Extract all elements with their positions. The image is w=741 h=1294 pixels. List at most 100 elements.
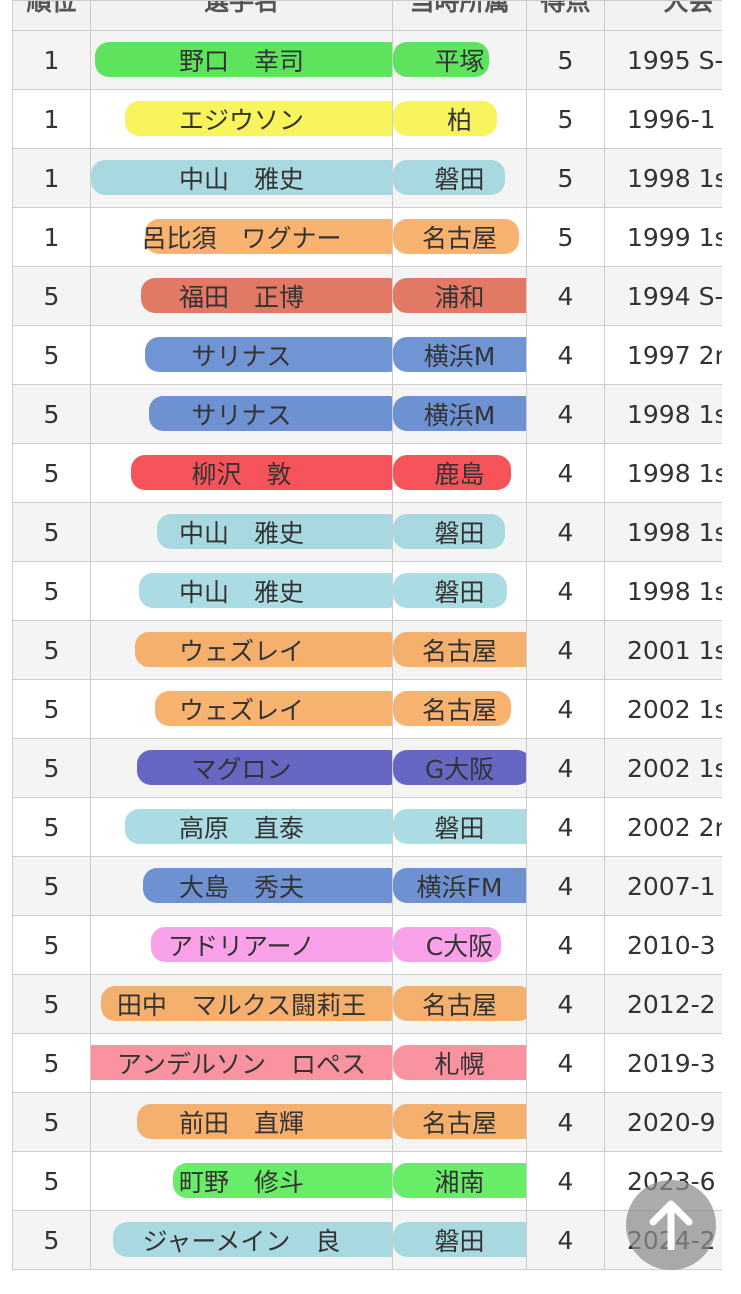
goals-cell: 4	[526, 1151, 605, 1211]
club-cell: 名古屋	[392, 620, 527, 680]
club-cell: 名古屋	[392, 974, 527, 1034]
highlight-stroke	[393, 691, 511, 726]
highlight-stroke	[393, 455, 511, 490]
player-name: サリナス	[191, 342, 292, 371]
tournament-cell: 2007-1	[604, 856, 722, 916]
club-cell: G大阪	[392, 738, 527, 798]
rank-cell: 5	[12, 797, 91, 857]
rank-cell: 5	[12, 325, 91, 385]
tournament-cell: 1998 1st	[604, 561, 722, 621]
club-name: 名古屋	[421, 1109, 497, 1138]
highlight-stroke	[113, 1222, 392, 1257]
club-name: C大阪	[425, 932, 494, 961]
header-player[interactable]: 選手名	[90, 0, 393, 31]
table-row: 5 大島 秀夫 横浜FM 4 2007-1	[12, 856, 722, 916]
header-tournament[interactable]: 大会	[604, 0, 722, 31]
club-cell: 磐田	[392, 1210, 527, 1270]
rank-cell: 1	[12, 89, 91, 149]
tournament-cell: 1996-1	[604, 89, 722, 149]
player-cell: 柳沢 敦	[90, 443, 393, 503]
player-cell: 中山 雅史	[90, 561, 393, 621]
club-cell: 磐田	[392, 561, 527, 621]
club-name: 名古屋	[421, 637, 497, 666]
player-name: 呂比須 ワグナー	[141, 224, 342, 253]
player-cell: アドリアーノ	[90, 915, 393, 975]
tournament-cell: 2002 2nd	[604, 797, 722, 857]
highlight-stroke	[393, 1045, 526, 1080]
club-cell: 横浜M	[392, 384, 527, 444]
player-name: 田中 マルクス闘莉王	[116, 991, 367, 1020]
header-goals[interactable]: 得点	[526, 0, 605, 31]
goals-cell: 4	[526, 561, 605, 621]
player-name: 柳沢 敦	[191, 460, 292, 489]
table-row: 5 福田 正博 浦和 4 1994 S-	[12, 266, 722, 326]
highlight-stroke	[393, 396, 526, 431]
ranking-table: 順位 選手名 当時所属 得点 大会 1 野口 幸司 平塚 5 1995 S- 1 エジウソン…	[12, 0, 722, 1270]
table-row: 5町野 修斗湘南42023-6	[12, 1151, 722, 1211]
club-name: 磐田	[434, 814, 485, 843]
goals-cell: 4	[526, 502, 605, 562]
player-name: 前田 直輝	[178, 1109, 304, 1138]
highlight-stroke	[149, 396, 392, 431]
club-cell: 札幌	[392, 1033, 527, 1093]
tournament-cell: 1995 S-	[604, 30, 722, 90]
table-row: 1 野口 幸司 平塚 5 1995 S-	[12, 30, 722, 90]
highlight-stroke	[145, 337, 392, 372]
highlight-stroke	[173, 1163, 392, 1198]
table-header-row: 順位 選手名 当時所属 得点 大会	[12, 0, 722, 31]
highlight-stroke	[393, 632, 526, 667]
player-cell: 中山 雅史	[90, 502, 393, 562]
player-name: 中山 雅史	[178, 519, 304, 548]
player-cell: サリナス	[90, 384, 393, 444]
club-cell: 浦和	[392, 266, 527, 326]
highlight-stroke	[95, 42, 392, 77]
goals-cell: 4	[526, 1210, 605, 1270]
player-cell: 前田 直輝	[90, 1092, 393, 1152]
highlight-stroke	[393, 809, 526, 844]
club-name: 磐田	[434, 1227, 485, 1256]
scroll-to-top-button[interactable]	[626, 1180, 716, 1270]
header-club[interactable]: 当時所属	[392, 0, 527, 31]
table-row: 5 前田 直輝 名古屋 4 2020-9	[12, 1092, 722, 1152]
rank-cell: 5	[12, 738, 91, 798]
table-row: 5 アドリアーノ C大阪 4 2010-3	[12, 915, 722, 975]
club-cell: 磐田	[392, 148, 527, 208]
player-cell: ウェズレイ	[90, 620, 393, 680]
header-rank[interactable]: 順位	[12, 0, 91, 31]
highlight-stroke	[393, 927, 501, 962]
player-name: 野口 幸司	[178, 47, 304, 76]
rank-cell: 5	[12, 1092, 91, 1152]
player-name: アドリアーノ	[167, 932, 315, 961]
club-name: 平塚	[434, 47, 485, 76]
player-name: 高原 直泰	[178, 814, 304, 843]
rank-cell: 5	[12, 620, 91, 680]
rank-cell: 5	[12, 266, 91, 326]
rank-cell: 1	[12, 207, 91, 267]
highlight-stroke	[393, 1222, 526, 1257]
highlight-stroke	[101, 986, 392, 1021]
club-name: 横浜M	[423, 342, 496, 371]
club-name: 磐田	[434, 519, 485, 548]
highlight-stroke	[157, 514, 392, 549]
tournament-cell: 1998 1st	[604, 443, 722, 503]
highlight-stroke	[135, 632, 392, 667]
highlight-stroke	[137, 750, 392, 785]
player-cell: ウェズレイ	[90, 679, 393, 739]
rank-cell: 5	[12, 384, 91, 444]
club-name: 磐田	[434, 578, 485, 607]
ranking-table-container[interactable]: 順位 選手名 当時所属 得点 大会 1 野口 幸司 平塚 5 1995 S- 1 エジウソン…	[12, 0, 722, 1294]
highlight-stroke	[393, 160, 505, 195]
player-name: エジウソン	[178, 106, 304, 135]
club-cell: 名古屋	[392, 679, 527, 739]
player-cell: エジウソン	[90, 89, 393, 149]
goals-cell: 4	[526, 384, 605, 444]
tournament-cell: 2002 1st	[604, 738, 722, 798]
club-name: 名古屋	[421, 696, 497, 725]
goals-cell: 4	[526, 1092, 605, 1152]
highlight-stroke	[141, 278, 392, 313]
player-cell: アンデルソン ロペス	[90, 1033, 393, 1093]
